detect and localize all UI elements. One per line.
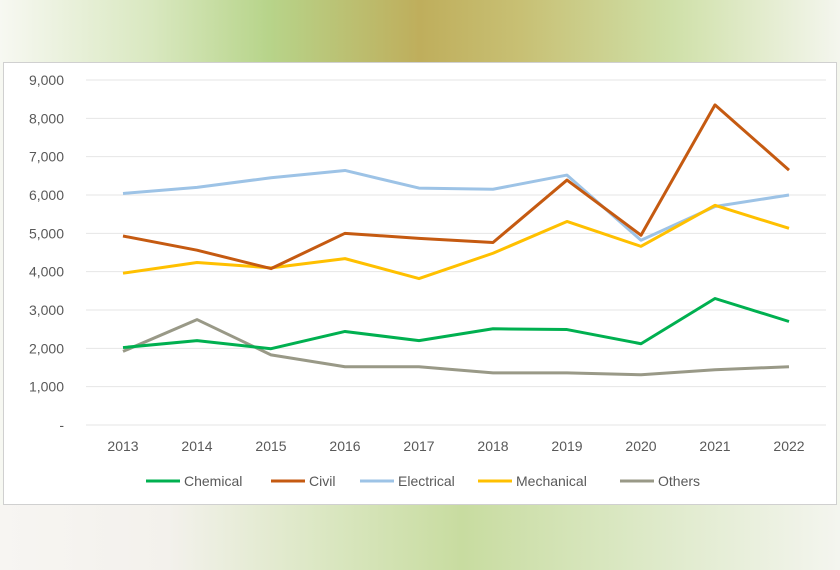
x-tick-label: 2017	[403, 438, 434, 454]
y-tick-label: 4,000	[29, 264, 64, 280]
y-tick-label: 7,000	[29, 149, 64, 165]
x-tick-label: 2013	[107, 438, 138, 454]
series-line-civil	[122, 103, 790, 271]
x-tick-label: 2015	[255, 438, 286, 454]
y-tick-label: 5,000	[29, 225, 64, 241]
series-line-others	[122, 318, 790, 377]
y-tick-label: 2,000	[29, 340, 64, 356]
legend-label-electrical: Electrical	[398, 473, 455, 489]
y-tick-label: 9,000	[29, 72, 64, 88]
y-tick-label: 1,000	[29, 379, 64, 395]
legend-label-mechanical: Mechanical	[516, 473, 587, 489]
x-tick-label: 2020	[625, 438, 656, 454]
legend-label-chemical: Chemical	[184, 473, 242, 489]
x-tick-label: 2021	[699, 438, 730, 454]
y-tick-label: 3,000	[29, 302, 64, 318]
series-line-chemical	[122, 297, 790, 351]
x-tick-label: 2016	[329, 438, 360, 454]
legend-label-civil: Civil	[309, 473, 335, 489]
background-band	[0, 505, 840, 570]
series-line-mechanical	[122, 203, 790, 281]
x-tick-label: 2018	[477, 438, 508, 454]
legend-label-others: Others	[658, 473, 700, 489]
x-tick-label: 2022	[773, 438, 804, 454]
y-tick-label: -	[59, 417, 64, 433]
x-tick-label: 2014	[181, 438, 212, 454]
series-line-electrical	[122, 168, 790, 242]
y-tick-label: 8,000	[29, 110, 64, 126]
y-tick-label: 6,000	[29, 187, 64, 203]
x-tick-label: 2019	[551, 438, 582, 454]
